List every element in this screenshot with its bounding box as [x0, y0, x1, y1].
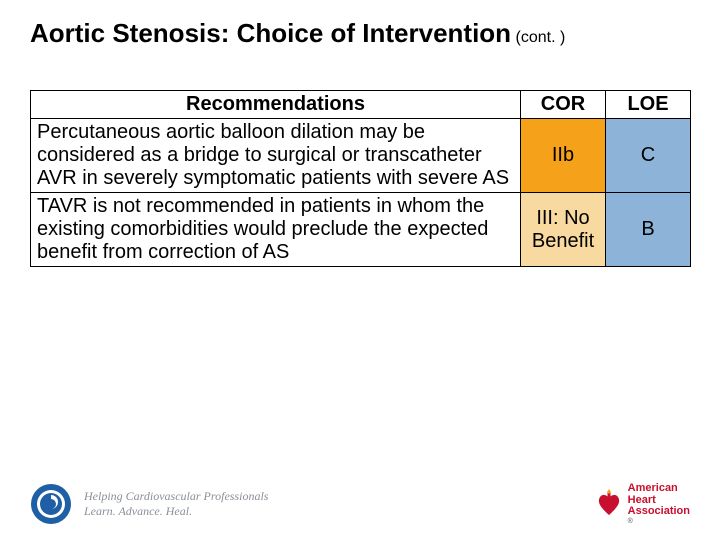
loe-cell: B [606, 193, 691, 267]
table-row: TAVR is not recommended in patients in w… [31, 193, 691, 267]
title-main: Aortic Stenosis: Choice of Intervention [30, 18, 511, 48]
aha-logo: American Heart Association ® [594, 483, 690, 525]
rec-cell: TAVR is not recommended in patients in w… [31, 193, 521, 267]
loe-cell: C [606, 119, 691, 193]
heart-torch-icon [594, 489, 624, 519]
cor-cell: IIb [521, 119, 606, 193]
aha-sub: ® [628, 518, 690, 525]
header-loe: LOE [606, 91, 691, 119]
tagline: Helping Cardiovascular Professionals Lea… [84, 489, 268, 519]
rec-cell: Percutaneous aortic balloon dilation may… [31, 119, 521, 193]
tagline-line2: Learn. Advance. Heal. [84, 504, 268, 519]
footer: Helping Cardiovascular Professionals Lea… [30, 480, 690, 528]
footer-left: Helping Cardiovascular Professionals Lea… [30, 483, 268, 525]
aha-line2: Heart [628, 494, 656, 506]
aha-text: American Heart Association ® [628, 483, 690, 525]
aha-line1: American [628, 482, 678, 494]
tagline-line1: Helping Cardiovascular Professionals [84, 489, 268, 503]
aha-line3: Association [628, 505, 690, 517]
header-cor: COR [521, 91, 606, 119]
slide: Aortic Stenosis: Choice of Intervention … [0, 0, 720, 540]
acc-seal-icon [30, 483, 72, 525]
title-continuation: (cont. ) [516, 29, 566, 46]
recommendations-table: Recommendations COR LOE Percutaneous aor… [30, 90, 691, 267]
table-row: Percutaneous aortic balloon dilation may… [31, 119, 691, 193]
cor-cell: III: No Benefit [521, 193, 606, 267]
slide-title: Aortic Stenosis: Choice of Intervention … [30, 18, 710, 49]
table-header-row: Recommendations COR LOE [31, 91, 691, 119]
header-recommendations: Recommendations [31, 91, 521, 119]
